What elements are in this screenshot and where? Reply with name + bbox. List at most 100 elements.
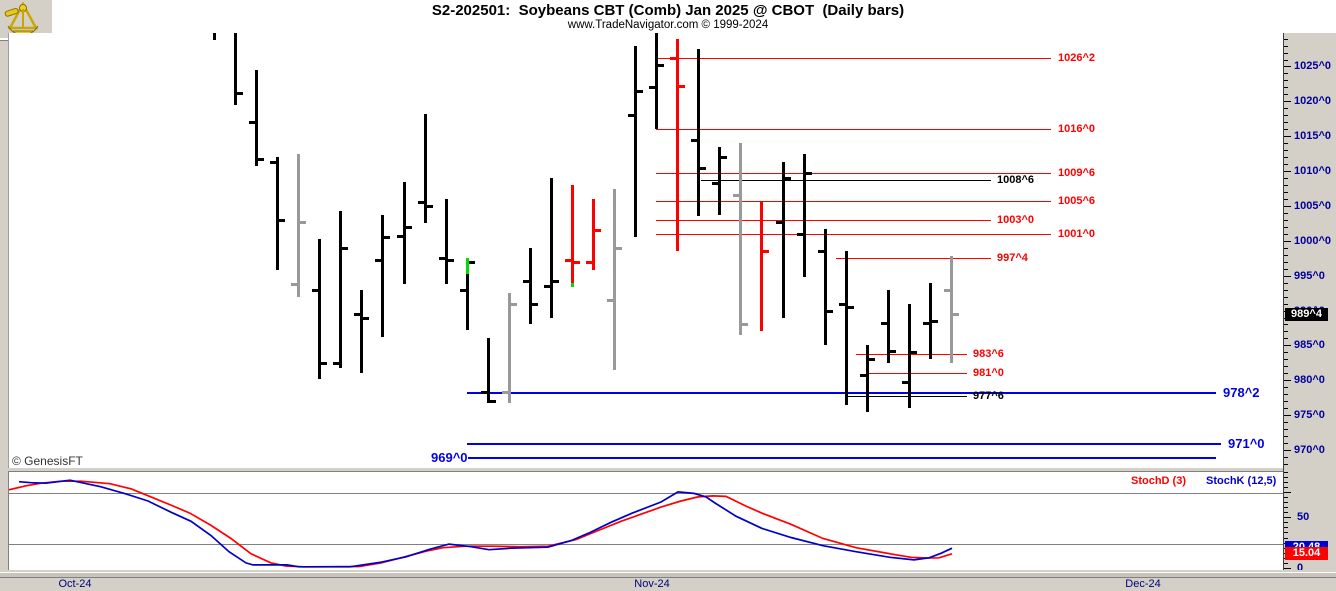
ohlc-bar [718, 147, 721, 215]
ohlc-bar [866, 345, 869, 412]
indicator-panel[interactable]: StochD (3) StochK (12,5) [8, 471, 1284, 572]
level-line [656, 220, 991, 221]
price-axis-tick [1284, 436, 1288, 437]
open-tick [944, 289, 950, 292]
price-axis-tick [1284, 136, 1291, 137]
panel-divider [0, 572, 1336, 578]
price-axis-tick [1284, 171, 1291, 172]
ohlc-bar [550, 178, 553, 318]
ohlc-bar [445, 199, 448, 284]
close-tick [911, 351, 917, 354]
close-tick [700, 167, 706, 170]
open-tick [502, 391, 508, 394]
level-label: 1003^0 [997, 214, 1035, 226]
current-price-badge: 989^4 [1285, 308, 1328, 321]
open-tick [333, 362, 339, 365]
close-tick [595, 229, 601, 232]
price-axis-label: 1025^0 [1294, 60, 1332, 72]
open-tick [733, 194, 739, 197]
level-label: 978^2 [1223, 385, 1260, 400]
level-label: 997^4 [997, 252, 1028, 264]
ohlc-bar [845, 251, 848, 405]
price-axis-tick [1284, 206, 1291, 207]
price-axis-tick [1284, 227, 1288, 228]
open-tick [923, 322, 929, 325]
ohlc-bar [339, 211, 342, 368]
close-tick [532, 303, 538, 306]
close-tick [679, 85, 685, 88]
price-axis-tick [1284, 457, 1288, 458]
price-axis-tick [1284, 394, 1288, 395]
price-axis-tick [1284, 276, 1291, 277]
price-axis-label: 1020^0 [1294, 95, 1332, 107]
open-tick [481, 391, 487, 394]
level-label: 969^0 [431, 450, 468, 465]
stoch-gridline [9, 544, 1284, 545]
time-axis [0, 570, 1336, 591]
price-axis-tick [1284, 220, 1288, 221]
price-axis-label: 995^0 [1294, 270, 1325, 282]
close-tick [721, 156, 727, 159]
price-axis-tick [1284, 255, 1288, 256]
level-line [701, 180, 991, 181]
close-tick [890, 350, 896, 353]
price-chart-area[interactable]: © GenesisFT 1026^2 1016^0 1009^6 1008^6 1005… [8, 33, 1284, 468]
level-label: 1001^0 [1058, 228, 1096, 240]
ohlc-bar [318, 239, 321, 379]
price-axis-label: 970^0 [1294, 444, 1325, 456]
ohlc-bar [297, 154, 300, 297]
close-tick [742, 323, 748, 326]
stoch-axis-tick [1284, 527, 1288, 528]
open-tick [375, 259, 381, 262]
stochd-legend-label: StochD (3) [1131, 475, 1186, 487]
price-axis-tick [1284, 192, 1288, 193]
level-label: 1008^6 [997, 174, 1035, 186]
stoch-axis-tick [1284, 563, 1288, 564]
ohlc-bar [213, 33, 216, 40]
open-tick [312, 289, 318, 292]
highlight-segment [466, 258, 469, 274]
ohlc-bar [403, 182, 406, 284]
price-axis-tick [1284, 157, 1288, 158]
date-label: Nov-24 [634, 578, 670, 590]
ohlc-bar [466, 258, 469, 330]
level-label: 983^6 [973, 348, 1004, 360]
level-line [467, 443, 1221, 445]
price-axis-tick [1284, 324, 1288, 325]
highlight-segment [571, 283, 574, 287]
price-axis-tick [1284, 373, 1288, 374]
open-tick [607, 299, 613, 302]
price-axis-tick [1284, 46, 1288, 47]
stochd-value-badge: 15.04 [1285, 547, 1328, 560]
open-tick [712, 182, 718, 185]
close-tick [363, 317, 369, 320]
close-tick [806, 172, 812, 175]
stoch-axis-label: 50 [1297, 511, 1310, 523]
ohlc-bar [508, 293, 511, 403]
stoch-axis-tick [1284, 497, 1288, 498]
close-tick [511, 303, 517, 306]
level-line [836, 258, 991, 259]
level-line [856, 354, 967, 355]
open-tick [628, 114, 634, 117]
close-tick [258, 158, 264, 161]
close-tick [384, 236, 390, 239]
ohlc-bar [255, 70, 258, 166]
ohlc-bar [487, 338, 490, 403]
close-tick [574, 261, 580, 264]
stoch-axis-tick [1284, 507, 1288, 508]
stoch-gridline [9, 493, 1284, 494]
level-line [869, 373, 967, 374]
level-line [467, 392, 1216, 394]
price-axis[interactable]: 1025^0 1020^0 1015^0 1010^0 1005^0 1000^0 995^… [1283, 33, 1336, 574]
ohlc-bar [529, 248, 532, 324]
ohlc-bar [697, 49, 700, 216]
open-tick [776, 221, 782, 224]
open-tick [418, 201, 424, 204]
price-axis-tick [1284, 199, 1288, 200]
stochd-line [9, 480, 953, 568]
close-tick [427, 205, 433, 208]
stochk-legend-label: StochK (12,5) [1206, 475, 1277, 487]
ohlc-bar [908, 304, 911, 408]
price-axis-tick [1284, 73, 1288, 74]
